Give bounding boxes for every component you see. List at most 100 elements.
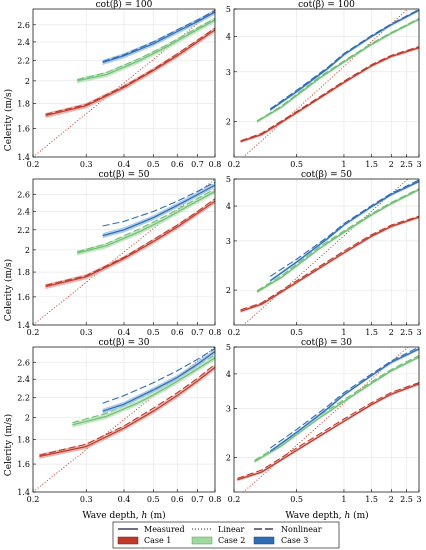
case-2-measured-line bbox=[77, 19, 215, 82]
case-1-measured-line bbox=[240, 47, 419, 143]
linear-theory-line bbox=[242, 179, 409, 325]
legend-case1-label: Case 1 bbox=[144, 536, 171, 545]
case-3-nonlinear-line bbox=[269, 179, 419, 277]
linear-theory-line bbox=[242, 347, 409, 492]
case-2-band bbox=[77, 188, 215, 256]
y-tick-label: 3 bbox=[226, 405, 231, 414]
plot-area bbox=[240, 9, 419, 157]
legend: Measured Linear Nonlinear Case 1 Case 2 … bbox=[112, 521, 340, 549]
plot-area bbox=[237, 347, 419, 492]
case-1-measured-line bbox=[240, 216, 419, 312]
case-2-measured-line bbox=[254, 356, 419, 463]
panel-title: cot(β) = 30 bbox=[98, 337, 149, 348]
plot-area bbox=[33, 347, 215, 492]
x-tick-label: 2 bbox=[389, 495, 394, 504]
chart-panel-3: 0.2 0.3 0.4 0.5 0.6 0.7 0.8 1.4 1.6 1.8 2 2.2 2.4 2.6… bbox=[17, 169, 221, 337]
x-tick-label: 0.7 bbox=[191, 160, 204, 169]
y-tick-label: 2 bbox=[226, 286, 231, 295]
case-1-nonlinear-line bbox=[45, 27, 215, 115]
x-tick-label: 0.7 bbox=[191, 495, 204, 504]
case-1-band bbox=[240, 215, 419, 313]
panel-frame bbox=[233, 178, 420, 326]
y-tick-label: 2 bbox=[25, 77, 30, 86]
y-tick-label: 2.2 bbox=[17, 226, 30, 235]
x-tick-label: 0.2 bbox=[27, 495, 40, 504]
case-2-measured-line bbox=[256, 18, 419, 123]
y-tick-label: 2.6 bbox=[17, 191, 30, 200]
x-tick-label: 0.5 bbox=[290, 495, 303, 504]
chart-panel-1: 0.2 0.3 0.4 0.5 0.6 0.7 0.8 1.4 1.6 1.8 2 2.2 2.4 2.6… bbox=[17, 0, 221, 169]
case-2-measured-line bbox=[72, 357, 215, 426]
panel-title: cot(β) = 30 bbox=[301, 337, 352, 348]
y-tick-label: 1.4 bbox=[17, 488, 30, 497]
x-tick-label: 1 bbox=[341, 328, 346, 337]
x-tick-label: 0.4 bbox=[118, 328, 131, 337]
case-2-band bbox=[254, 355, 419, 464]
x-tick-label: 0.2 bbox=[228, 495, 241, 504]
case-1-nonlinear-line bbox=[237, 382, 419, 479]
x-tick-label: 0.2 bbox=[27, 160, 40, 169]
y-tick-label: 1.8 bbox=[17, 268, 30, 277]
y-tick-label: 1.8 bbox=[17, 99, 30, 108]
case-3-nonlinear-line bbox=[102, 348, 215, 404]
x-tick-label: 1.5 bbox=[365, 160, 378, 169]
y-tick-label: 4 bbox=[226, 370, 231, 379]
panel-title: cot(β) = 50 bbox=[98, 169, 149, 180]
y-tick-label: 3 bbox=[226, 68, 231, 77]
case-2-measured-line bbox=[256, 189, 419, 293]
case-1-measured-line bbox=[45, 29, 215, 117]
panel-title: cot(β) = 100 bbox=[298, 0, 355, 10]
case-3-nonlinear-line bbox=[102, 181, 215, 227]
x-tick-label: 0.2 bbox=[27, 328, 40, 337]
chart-panels: 0.2 0.3 0.4 0.5 0.6 0.7 0.8 1.4 1.6 1.8 2 2.2 2.4 2.6… bbox=[17, 0, 421, 504]
legend-box bbox=[112, 521, 340, 549]
linear-theory-line bbox=[33, 179, 215, 325]
y-tick-label: 1.6 bbox=[17, 460, 30, 469]
case-1-nonlinear-line bbox=[240, 215, 419, 311]
x-tick-label: 3 bbox=[416, 495, 421, 504]
linear-theory-line bbox=[242, 9, 409, 157]
chart-panel-5: 0.2 0.3 0.4 0.5 0.6 0.7 0.8 1.4 1.6 1.8 2 2.2 2.4 2.6… bbox=[17, 337, 221, 504]
case-3-nonlinear-line bbox=[102, 10, 215, 62]
y-tick-label: 5 bbox=[226, 175, 231, 184]
y-axis-label: Celerity (m/s) bbox=[3, 89, 14, 151]
case-3-nonlinear-line bbox=[269, 347, 419, 449]
case-3-measured-line bbox=[102, 11, 215, 64]
legend-linear-label: Linear bbox=[218, 525, 245, 534]
panel-frame bbox=[233, 346, 420, 493]
x-tick-label: 2.5 bbox=[400, 495, 413, 504]
case-1-nonlinear-line bbox=[240, 46, 419, 142]
x-tick-label: 0.6 bbox=[171, 328, 184, 337]
x-tick-label: 0.2 bbox=[228, 160, 241, 169]
y-tick-label: 2.6 bbox=[17, 359, 30, 368]
legend-case2-label: Case 2 bbox=[218, 536, 245, 545]
case-1-band bbox=[237, 382, 419, 482]
plot-area bbox=[33, 9, 215, 157]
x-tick-label: 0.5 bbox=[290, 328, 303, 337]
x-tick-label: 0.2 bbox=[228, 328, 241, 337]
case-2-measured-line bbox=[77, 190, 215, 254]
x-tick-label: 2.5 bbox=[400, 328, 413, 337]
panel-title: cot(β) = 100 bbox=[96, 0, 153, 10]
case-2-band bbox=[72, 355, 215, 428]
x-tick-label: 0.8 bbox=[209, 328, 222, 337]
panel-title: cot(β) = 50 bbox=[301, 169, 352, 180]
y-tick-label: 1.8 bbox=[17, 435, 30, 444]
y-axis-label-2: Celerity (m/s) bbox=[3, 259, 14, 321]
case-3-measured-line bbox=[269, 9, 419, 111]
x-tick-label: 0.5 bbox=[290, 160, 303, 169]
panel-frame bbox=[32, 346, 216, 493]
x-tick-label: 2 bbox=[389, 328, 394, 337]
y-axis-label-3: Celerity (m/s) bbox=[3, 414, 14, 476]
x-tick-label: 2.5 bbox=[400, 160, 413, 169]
case-1-measured-line bbox=[237, 383, 419, 481]
panel-frame bbox=[32, 8, 216, 158]
y-tick-label: 1.4 bbox=[17, 153, 30, 162]
x-tick-label: 0.8 bbox=[209, 160, 222, 169]
x-tick-label: 1 bbox=[341, 495, 346, 504]
case-3-band bbox=[270, 9, 419, 112]
x-tick-label: 0.3 bbox=[80, 160, 93, 169]
